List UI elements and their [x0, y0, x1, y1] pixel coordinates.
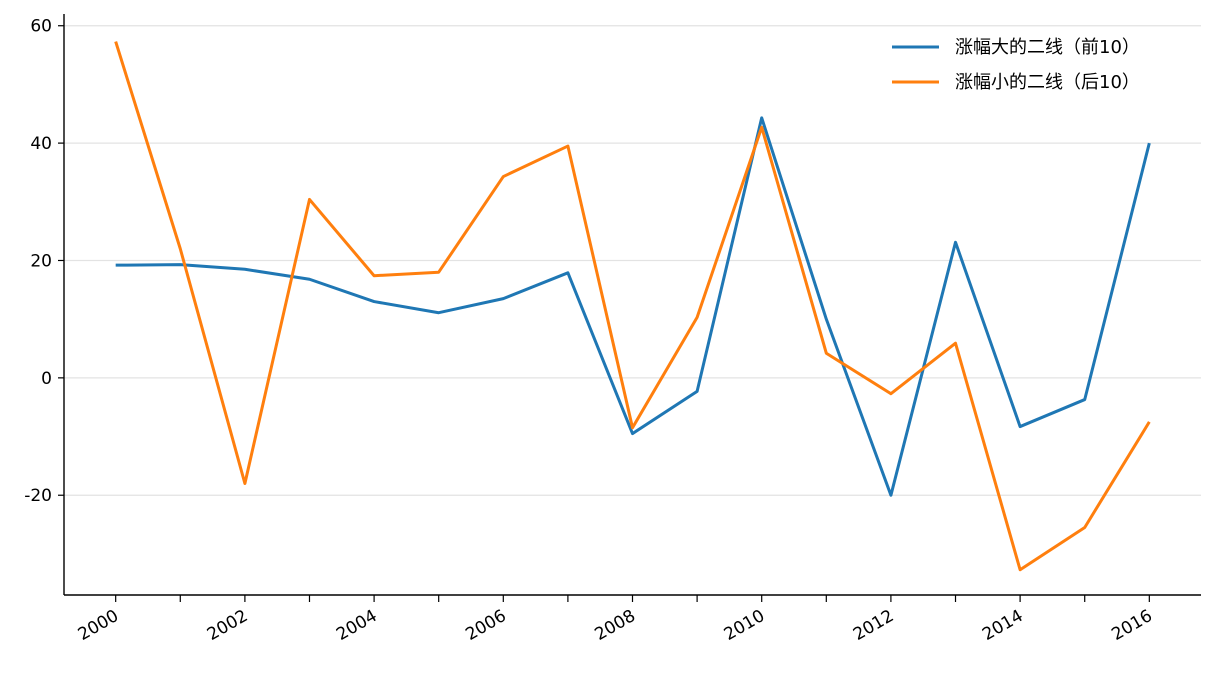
x-tick-label: 2014 [979, 606, 1026, 645]
x-tick-label: 2004 [333, 606, 380, 645]
x-tick-label: 2002 [204, 606, 251, 645]
y-tick-label: 20 [30, 251, 52, 271]
grid-layer [64, 25, 1201, 496]
series-line-2 [114, 41, 1151, 572]
series-line-1 [115, 116, 1151, 497]
y-tick-label: 60 [30, 17, 52, 37]
x-tick-label: 2010 [721, 606, 768, 645]
series-layer [114, 41, 1151, 572]
y-tick-label: 40 [30, 134, 52, 154]
legend-label-2: 涨幅小的二线（后10） [955, 72, 1140, 93]
y-tick-label: 0 [41, 369, 52, 389]
legend-label-1: 涨幅大的二线（前10） [955, 37, 1140, 58]
axes-layer: 60 40 20 0 -20 2000 2002 2004 2006 2008 2010 2012 20… [24, 14, 1201, 645]
x-tick-label: 2012 [850, 606, 897, 645]
x-tick-label: 2000 [75, 606, 122, 645]
x-tick-label: 2006 [462, 606, 509, 645]
x-tick-label: 2016 [1108, 606, 1155, 645]
legend: 涨幅大的二线（前10） 涨幅小的二线（后10） [892, 37, 1140, 93]
y-tick-label: -20 [24, 486, 52, 506]
x-tick-label: 2008 [592, 606, 639, 645]
